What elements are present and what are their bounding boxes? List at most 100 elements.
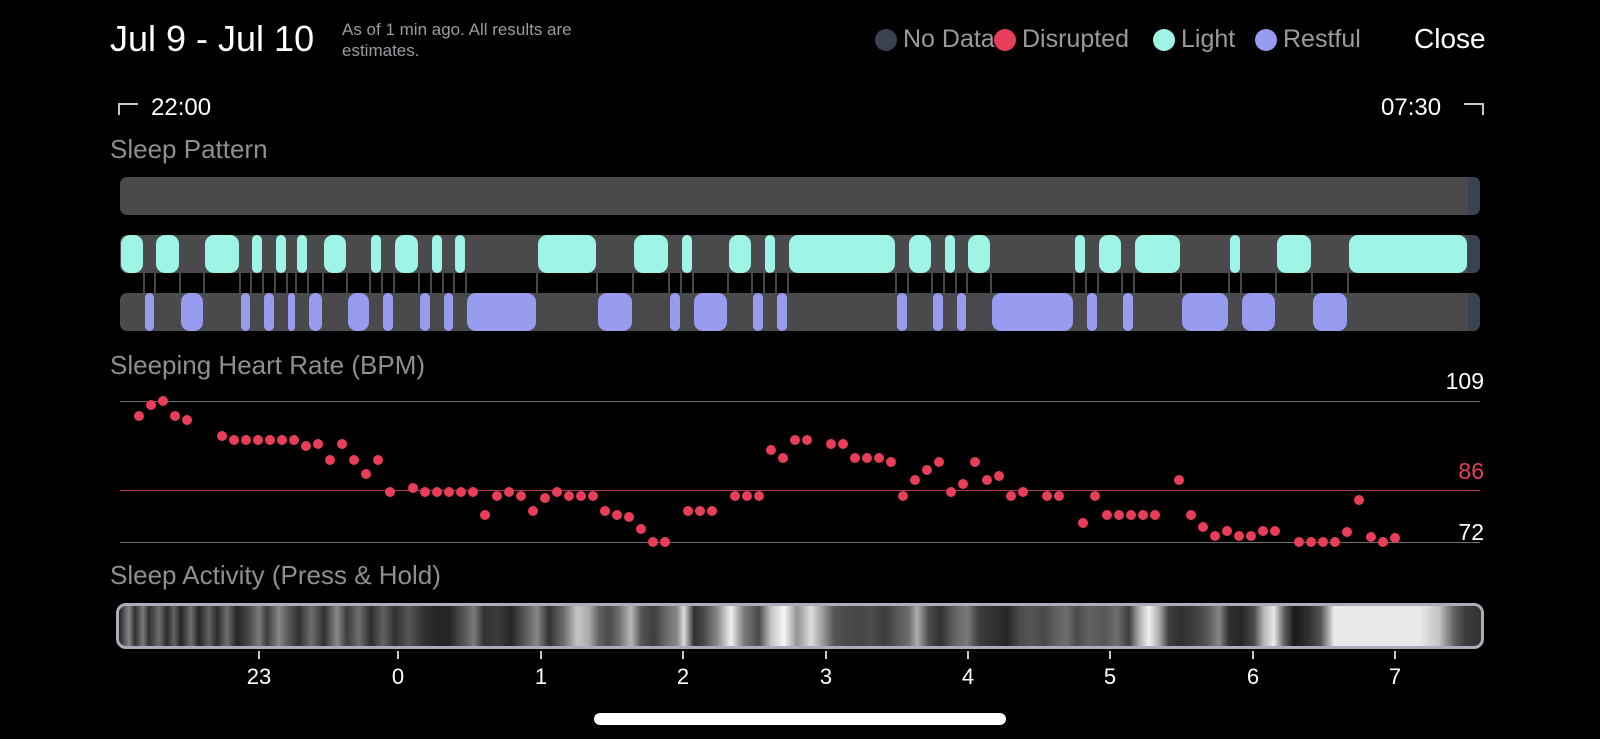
light-segment xyxy=(1230,235,1240,273)
light-segment xyxy=(297,235,307,273)
light-segment xyxy=(1135,235,1180,273)
heart-rate-point xyxy=(994,471,1004,481)
sleep-activity-bar[interactable] xyxy=(116,603,1484,649)
restful-segment xyxy=(348,293,369,331)
light-segment xyxy=(156,235,179,273)
heart-rate-point xyxy=(265,435,275,445)
restful-track xyxy=(120,293,1480,331)
home-indicator[interactable] xyxy=(594,713,1006,725)
heart-rate-point xyxy=(1246,531,1256,541)
heart-rate-point xyxy=(790,435,800,445)
heart-rate-point xyxy=(898,491,908,501)
heart-rate-point xyxy=(134,411,144,421)
heart-rate-point xyxy=(146,400,156,410)
legend-no-data: No Data xyxy=(875,25,995,54)
no-data-dot-icon xyxy=(875,28,897,51)
heart-rate-point xyxy=(683,506,693,516)
hour-tick-mark xyxy=(397,651,399,659)
legend-disrupted: Disrupted xyxy=(994,25,1129,54)
heart-rate-point xyxy=(730,491,740,501)
heart-rate-point xyxy=(1390,533,1400,543)
light-segment xyxy=(395,235,418,273)
restful-segment xyxy=(288,293,295,331)
heart-rate-point xyxy=(742,491,752,501)
light-segment xyxy=(1099,235,1121,273)
hour-tick-mark xyxy=(967,651,969,659)
heart-rate-point xyxy=(874,453,884,463)
hr-max-value: 109 xyxy=(1445,368,1484,394)
heart-rate-point xyxy=(337,439,347,449)
heart-rate-chart[interactable] xyxy=(0,0,1600,560)
hour-tick-label: 6 xyxy=(1246,664,1260,689)
light-segment xyxy=(945,235,955,273)
close-button[interactable]: Close xyxy=(1414,23,1486,54)
hour-tick-label: 7 xyxy=(1388,664,1402,689)
hour-tick-label: 2 xyxy=(676,664,690,689)
restful-segment xyxy=(420,293,430,331)
heart-rate-point xyxy=(253,435,263,445)
heart-rate-point xyxy=(385,487,395,497)
heart-rate-point xyxy=(1342,527,1352,537)
heart-rate-point xyxy=(910,475,920,485)
restful-segment xyxy=(1087,293,1097,331)
heart-rate-point xyxy=(838,439,848,449)
restful-segment xyxy=(598,293,632,331)
restful-segment xyxy=(145,293,154,331)
hr-min-value: 72 xyxy=(1458,519,1484,545)
light-segment xyxy=(324,235,346,273)
heart-rate-point xyxy=(241,435,251,445)
light-segment xyxy=(1277,235,1311,273)
light-segment xyxy=(1349,235,1467,273)
heart-rate-point xyxy=(1150,510,1160,520)
restful-segment xyxy=(777,293,787,331)
light-segment xyxy=(789,235,895,273)
legend-label: No Data xyxy=(903,25,995,53)
heart-rate-point xyxy=(660,537,670,547)
heart-rate-point xyxy=(540,493,550,503)
light-segment xyxy=(538,235,596,273)
hour-tick-mark xyxy=(1109,651,1111,659)
heart-rate-point xyxy=(624,512,634,522)
start-time: 22:00 xyxy=(151,94,212,121)
heart-rate-point xyxy=(826,439,836,449)
heart-rate-point xyxy=(1102,510,1112,520)
heart-rate-point xyxy=(1126,510,1136,520)
heart-rate-title: Sleeping Heart Rate (BPM) xyxy=(110,350,426,380)
heart-rate-point xyxy=(1234,531,1244,541)
heart-rate-point xyxy=(1114,510,1124,520)
heart-rate-point xyxy=(1054,491,1064,501)
restful-segment xyxy=(957,293,966,331)
heart-rate-point xyxy=(1330,537,1340,547)
heart-rate-point xyxy=(301,441,311,451)
restful-segment xyxy=(670,293,680,331)
sleep-pattern-chart[interactable] xyxy=(0,0,1600,340)
restful-segment xyxy=(181,293,203,331)
heart-rate-point xyxy=(982,475,992,485)
heart-rate-point xyxy=(229,435,239,445)
end-bracket-icon xyxy=(1464,103,1484,115)
page-title: Jul 9 - Jul 10 xyxy=(110,18,315,59)
heart-rate-point xyxy=(1198,522,1208,532)
heart-rate-point xyxy=(1210,531,1220,541)
legend-label: Restful xyxy=(1283,25,1361,53)
no-data-segment xyxy=(1468,293,1480,331)
restful-segment xyxy=(694,293,727,331)
heart-rate-point xyxy=(588,491,598,501)
heart-rate-point xyxy=(277,435,287,445)
light-segment xyxy=(121,235,143,273)
restful-segment xyxy=(1123,293,1133,331)
legend-label: Disrupted xyxy=(1022,25,1129,53)
hour-tick-label: 1 xyxy=(534,664,548,689)
heart-rate-point xyxy=(946,487,956,497)
heart-rate-point xyxy=(1174,475,1184,485)
heart-rate-point xyxy=(1378,537,1388,547)
sleep-activity-title: Sleep Activity (Press & Hold) xyxy=(110,560,441,590)
light-segment xyxy=(205,235,239,273)
heart-rate-point xyxy=(1270,526,1280,536)
heart-rate-point xyxy=(1306,537,1316,547)
hr-avg-line xyxy=(120,490,1480,491)
restful-segment xyxy=(241,293,250,331)
restful-segment xyxy=(897,293,907,331)
heart-rate-point xyxy=(1018,487,1028,497)
heart-rate-point xyxy=(349,455,359,465)
